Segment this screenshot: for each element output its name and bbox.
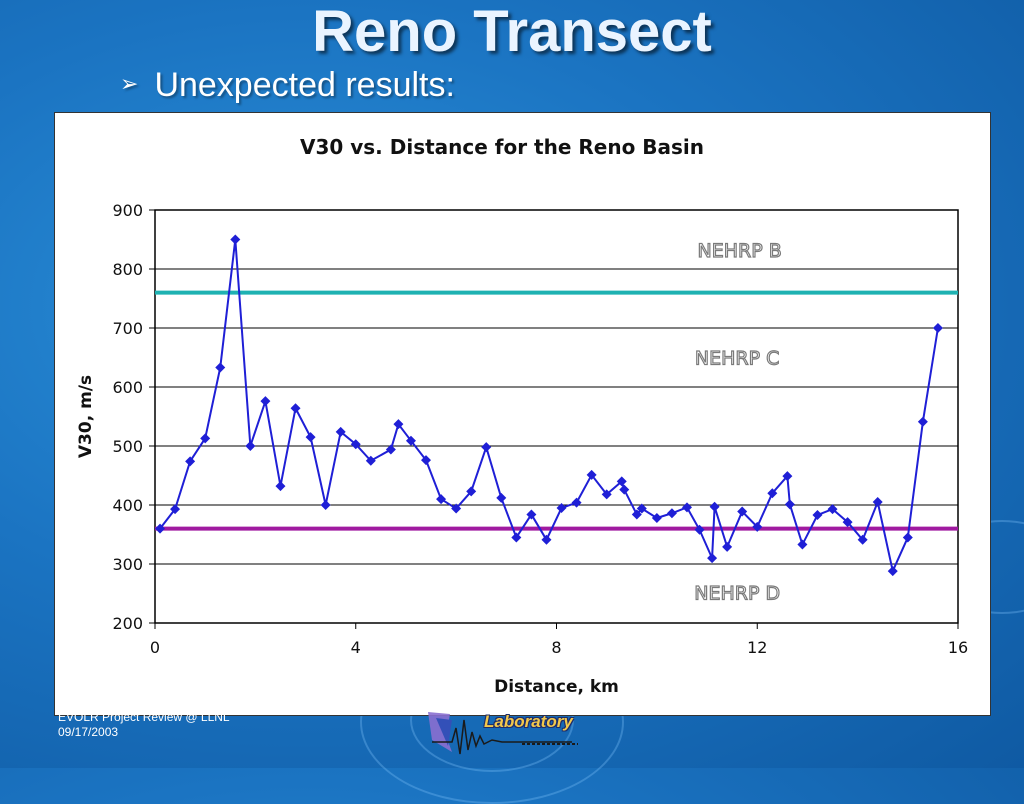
y-tick-label: 500: [112, 437, 143, 456]
data-point: [722, 541, 733, 552]
data-point: [812, 510, 823, 521]
data-point: [666, 508, 677, 519]
data-point: [155, 523, 166, 534]
data-point: [616, 476, 627, 487]
data-point: [421, 455, 432, 466]
data-point: [260, 396, 271, 407]
footer-date: 09/17/2003: [58, 725, 119, 739]
data-point: [245, 441, 256, 451]
data-point: [842, 517, 853, 528]
y-tick-label: 200: [112, 614, 143, 633]
y-tick-label: 400: [112, 496, 143, 515]
data-point: [556, 502, 567, 513]
x-tick-label: 8: [551, 638, 561, 657]
footer: EVOLR Project Review @ LLNL 09/17/2003: [58, 710, 230, 740]
data-point: [752, 521, 763, 532]
zone-label: NEHRP D: [694, 582, 780, 604]
data-point: [365, 455, 376, 466]
data-point: [385, 444, 396, 455]
logo-text: Laboratory: [484, 712, 573, 731]
y-tick-label: 900: [112, 201, 143, 220]
zone-label: NEHRP B: [698, 240, 782, 262]
data-point: [170, 504, 181, 515]
y-axis-label: V30, m/s: [76, 375, 96, 458]
data-point: [350, 439, 361, 450]
data-point: [601, 489, 612, 500]
data-point: [305, 432, 316, 443]
data-point: [185, 456, 196, 467]
data-point: [436, 494, 447, 505]
data-point: [917, 416, 928, 427]
data-point: [887, 566, 898, 577]
data-point: [451, 503, 462, 514]
data-point: [526, 509, 537, 520]
data-point: [872, 497, 883, 508]
data-point: [586, 469, 597, 480]
chart-title: V30 vs. Distance for the Reno Basin: [300, 135, 704, 159]
data-point: [651, 512, 662, 523]
data-point: [541, 534, 552, 545]
x-tick-label: 4: [351, 638, 361, 657]
data-point: [767, 488, 778, 499]
data-point: [393, 419, 404, 430]
y-tick-label: 700: [112, 319, 143, 338]
data-point: [571, 497, 582, 508]
data-point: [681, 502, 692, 513]
data-point: [511, 532, 522, 543]
laboratory-logo: [428, 712, 578, 755]
chart: V30 vs. Distance for the Reno Basin 200 30…: [76, 135, 968, 697]
bullet-text: Unexpected results:: [154, 66, 455, 104]
plot-area-border: [154, 209, 959, 624]
data-point: [932, 323, 943, 333]
data-point: [619, 484, 630, 495]
bullet-item: ➢ Unexpected results:: [120, 66, 455, 105]
data-point: [737, 506, 748, 517]
bullet-arrow-icon: ➢: [120, 71, 139, 96]
data-point: [481, 442, 492, 453]
data-point: [631, 509, 642, 520]
data-point: [709, 501, 720, 512]
x-tick-label: 0: [150, 638, 160, 657]
x-tick-label: 16: [948, 638, 968, 657]
y-tick-label: 300: [112, 555, 143, 574]
data-point: [496, 492, 507, 503]
footer-project: EVOLR Project Review @ LLNL: [58, 710, 230, 724]
data-point: [707, 553, 718, 564]
data-point: [857, 534, 868, 545]
slide-title: Reno Transect: [312, 0, 712, 64]
data-point: [784, 499, 795, 510]
data-point: [797, 539, 808, 550]
data-point: [636, 503, 647, 514]
y-tick-label: 600: [112, 378, 143, 397]
data-point: [694, 524, 705, 535]
chart-container: V30 vs. Distance for the Reno Basin 200 30…: [54, 112, 991, 716]
data-point: [290, 403, 301, 414]
data-point: [405, 435, 416, 446]
data-point: [200, 433, 211, 444]
data-point: [275, 481, 286, 492]
data-point: [902, 532, 913, 543]
data-point: [215, 362, 226, 373]
y-tick-label: 800: [112, 260, 143, 279]
data-point: [782, 471, 793, 482]
x-axis-label: Distance, km: [494, 677, 619, 697]
data-point: [230, 234, 241, 245]
data-point: [466, 486, 477, 497]
x-tick-label: 12: [747, 638, 767, 657]
zone-label: NEHRP C: [695, 348, 779, 370]
data-point: [827, 504, 838, 515]
series-line: [159, 239, 939, 575]
data-point: [335, 426, 346, 437]
data-point: [320, 500, 331, 510]
